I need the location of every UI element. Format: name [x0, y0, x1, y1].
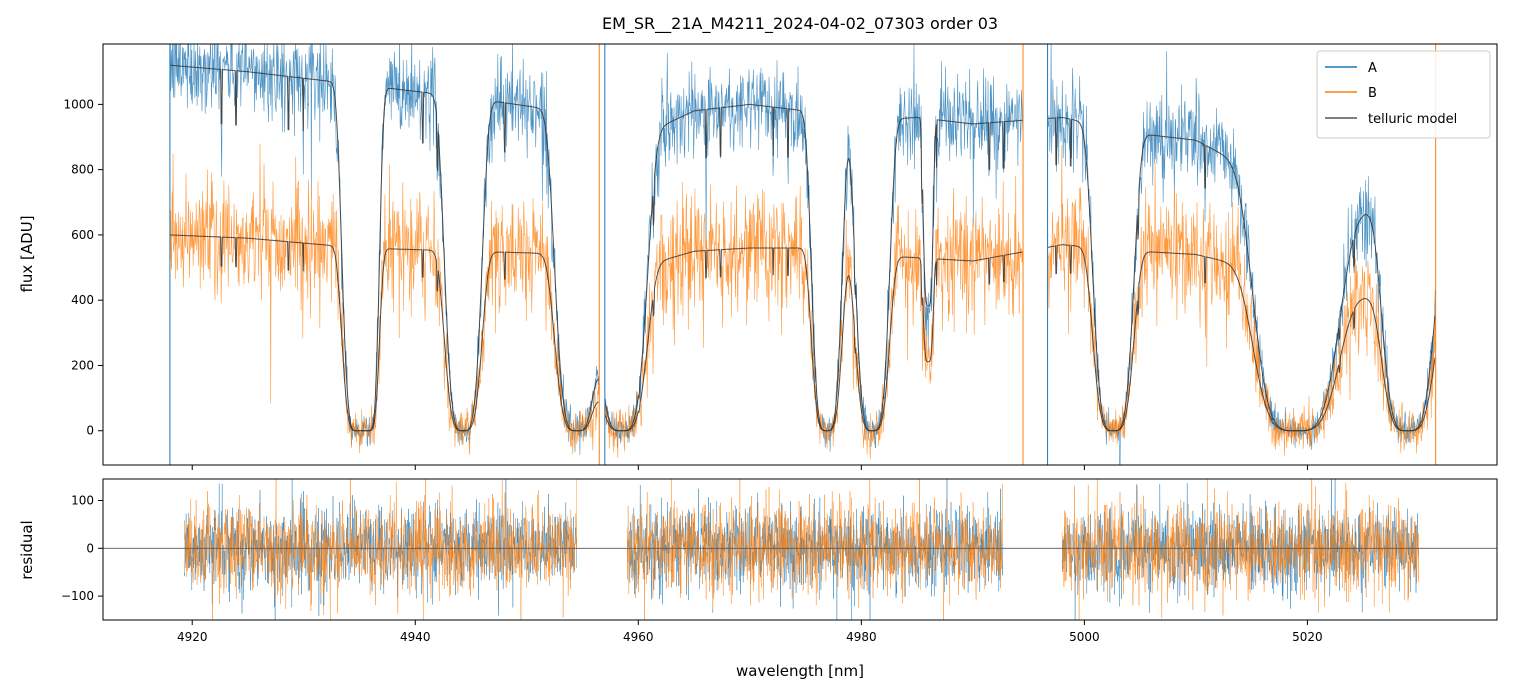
bottom-panel: −100 0 100 4920 4940 4960 4980 5000 5020 residu…	[18, 478, 1498, 680]
x-tick-label: 4920	[177, 630, 208, 644]
legend-label-telluric: telluric model	[1368, 112, 1457, 127]
y-tick-label: 1000	[63, 97, 94, 111]
series-b-line	[169, 143, 1436, 460]
bottom-plot-area	[103, 479, 1497, 620]
top-y-axis-label: flux [ADU]	[18, 215, 36, 292]
top-axes-frame	[102, 43, 1498, 466]
top-plot-area	[169, 44, 1437, 465]
legend: A B telluric model	[1316, 50, 1491, 139]
y-tick-label: −100	[61, 589, 94, 603]
x-tick-label: 4980	[846, 630, 877, 644]
x-tick-label: 4940	[400, 630, 431, 644]
bottom-y-axis-label: residual	[18, 520, 36, 579]
y-tick-label: 0	[86, 424, 94, 438]
y-tick-label: 800	[71, 163, 94, 177]
y-tick-label: 200	[71, 358, 94, 372]
top-x-ticks	[191, 465, 1308, 470]
residual-b-line	[184, 479, 1419, 620]
top-panel: 0 200 400 600 800 1000 flux [ADU] A B telluri…	[18, 43, 1498, 470]
chart-title: EM_SR__21A_M4211_2024-04-02_07303 order …	[602, 14, 998, 34]
telluric-model-line-b	[169, 234, 1436, 432]
y-tick-label: 600	[71, 228, 94, 242]
bottom-y-ticks: −100 0 100	[61, 494, 103, 603]
legend-label-a: A	[1368, 61, 1377, 76]
y-tick-label: 100	[71, 494, 94, 508]
y-tick-label: 400	[71, 293, 94, 307]
y-tick-label: 0	[86, 541, 94, 555]
legend-label-b: B	[1368, 86, 1377, 101]
x-tick-label: 5020	[1292, 630, 1323, 644]
x-axis-label: wavelength [nm]	[736, 662, 864, 680]
legend-box	[1316, 50, 1491, 139]
x-tick-label: 5000	[1069, 630, 1100, 644]
bottom-axes-frame	[102, 478, 1498, 621]
top-y-ticks: 0 200 400 600 800 1000	[63, 97, 103, 438]
x-tick-label: 4960	[623, 630, 654, 644]
bottom-x-ticks: 4920 4940 4960 4980 5000 5020	[177, 620, 1323, 644]
